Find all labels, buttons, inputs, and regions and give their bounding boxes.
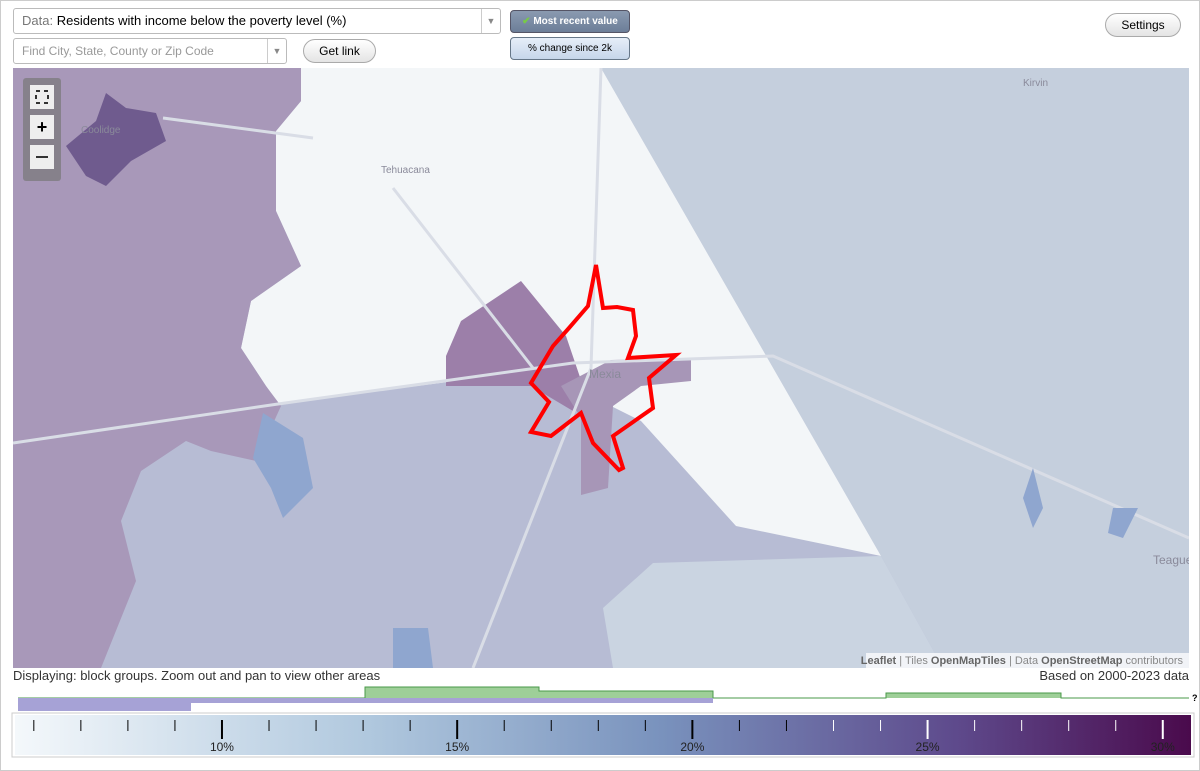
legend-tick-label: 30%	[1151, 740, 1175, 754]
search-box[interactable]: Find City, State, County or Zip Code ▼	[13, 38, 287, 64]
attr-link[interactable]: OpenStreetMap	[1041, 655, 1123, 667]
zoom-in-button[interactable]	[30, 115, 54, 139]
settings-button[interactable]: Settings	[1105, 13, 1181, 37]
attr-link[interactable]: Leaflet	[861, 655, 897, 667]
place-label: Teague	[1153, 553, 1189, 567]
search-placeholder: Find City, State, County or Zip Code	[22, 44, 214, 58]
region-west	[13, 68, 301, 668]
attr-text: | Data	[1009, 655, 1039, 667]
region-southeast	[603, 556, 943, 668]
legend: ? 10% 15% 20% 25% 30%	[11, 686, 1198, 758]
attr-text: | Tiles	[899, 655, 928, 667]
get-link-button[interactable]: Get link	[303, 39, 376, 63]
place-label: Mexia	[589, 367, 621, 381]
region-mexia-s	[561, 358, 691, 495]
legend-tick-label: 15%	[445, 740, 469, 754]
legend-tick-label: 10%	[210, 740, 234, 754]
data-prefix: Data:	[22, 13, 54, 28]
region-white	[241, 68, 881, 556]
roads	[13, 68, 1189, 668]
based-on-note: Based on 2000-2023 data	[1039, 668, 1189, 683]
data-value: Residents with income below the poverty …	[56, 13, 347, 28]
map[interactable]: Coolidge Tehuacana Mexia Kirvin Teague +…	[13, 68, 1189, 668]
fullscreen-button[interactable]	[30, 85, 54, 109]
water	[253, 413, 1138, 668]
attribution: Leaflet | Tiles OpenMapTiles | Data Open…	[861, 655, 1184, 667]
change-toggle[interactable]: % change since 2k	[510, 37, 630, 60]
history-bars	[18, 698, 713, 711]
most-recent-toggle[interactable]: ✔ Most recent value	[510, 10, 630, 33]
attr-link[interactable]: OpenMapTiles	[931, 655, 1006, 667]
most-recent-label: Most recent value	[533, 16, 618, 27]
region-east	[601, 68, 1189, 668]
svg-text:+: +	[37, 117, 48, 137]
attr-text: contributors	[1126, 655, 1184, 667]
legend-tick-label: 20%	[680, 740, 704, 754]
selected-city-outline[interactable]	[527, 264, 682, 473]
place-label: Coolidge	[81, 125, 121, 136]
legend-tick-label: 25%	[916, 740, 940, 754]
place-label: Tehuacana	[381, 165, 430, 176]
region-coolidge	[66, 93, 166, 186]
place-label: Kirvin	[1023, 78, 1048, 89]
history-bars	[18, 686, 1189, 699]
color-scale	[15, 715, 1191, 755]
zoom-control: +	[23, 78, 61, 181]
displaying-note: Displaying: block groups. Zoom out and p…	[13, 668, 381, 683]
help-mark[interactable]: ?	[1192, 693, 1198, 703]
data-select[interactable]: Data: Residents with income below the po…	[13, 8, 501, 34]
place-labels: Coolidge Tehuacana Mexia Kirvin Teague	[81, 78, 1189, 567]
